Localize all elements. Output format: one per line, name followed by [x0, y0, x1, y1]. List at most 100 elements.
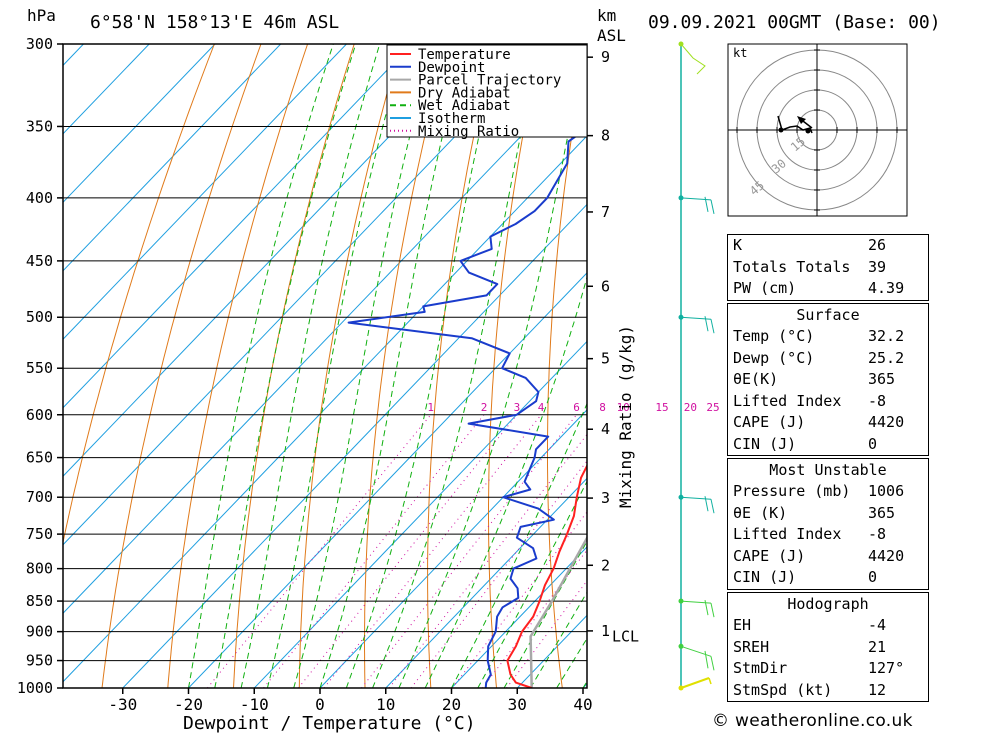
isotherm-line	[122, 203, 587, 688]
temperature-tick-label: 40	[573, 695, 592, 714]
wet-adiabat-line	[398, 44, 587, 688]
stat-label: CAPE (J)	[733, 546, 806, 565]
mixing-ratio-label: 6	[573, 401, 580, 414]
height-unit-km: km	[597, 6, 616, 25]
stat-label: θE(K)	[733, 370, 779, 388]
stat-value: 365	[868, 370, 896, 388]
temperature-tick-label: 0	[315, 695, 325, 714]
pressure-tick-label: 450	[26, 252, 53, 270]
legend-label: Dry Adiabat	[418, 85, 511, 101]
most-unstable-title: Most Unstable	[769, 461, 887, 479]
temperature-tick-label: 20	[442, 695, 461, 714]
stat-row: θE(K) 365	[728, 369, 928, 391]
wet-adiabat-line	[451, 402, 587, 688]
stat-value: 32.2	[868, 327, 905, 345]
legend-label: Parcel Trajectory	[418, 73, 561, 89]
stat-label: Lifted Index	[733, 391, 842, 410]
wind-barb	[680, 43, 706, 75]
mixing-ratio-line	[361, 414, 577, 688]
pressure-unit: hPa	[27, 6, 56, 25]
pressure-tick-label: 850	[26, 592, 53, 610]
stat-row: Lifted Index -8	[728, 391, 928, 413]
legend-label: Temperature	[418, 47, 511, 63]
hodograph-point	[805, 128, 811, 134]
stat-row: Totals Totals 39	[728, 257, 928, 279]
stat-value: 21	[868, 637, 887, 656]
pressure-tick-label: 400	[26, 189, 53, 207]
isotherm-line	[451, 546, 587, 688]
stat-value: 365	[868, 503, 896, 522]
mixing-ratio-label: 25	[706, 401, 719, 414]
temperature-tick-label: -10	[240, 695, 269, 714]
temperature-tick-label: 30	[508, 695, 527, 714]
hodograph-unit: kt	[733, 46, 747, 60]
stat-row: StmDir 127°	[728, 658, 928, 680]
wind-barb	[680, 600, 712, 604]
stat-label: StmDir	[733, 659, 788, 677]
pressure-tick-label: 500	[26, 308, 53, 326]
hodograph-title: Hodograph	[787, 595, 869, 613]
legend-label: Dewpoint	[418, 60, 485, 76]
dry-adiabat-line	[233, 44, 355, 688]
height-unit-asl: ASL	[597, 26, 626, 45]
stat-row: SREH 21	[728, 637, 928, 659]
dry-adiabat-line	[660, 44, 694, 688]
stat-row: CAPE (J) 4420	[728, 546, 928, 568]
pressure-tick-label: 650	[26, 449, 53, 467]
stat-label: PW (cm)	[733, 279, 797, 297]
mixing-ratio-label: 3	[514, 401, 521, 414]
stat-label: θE (K)	[733, 503, 788, 522]
stat-label: CIN (J)	[733, 434, 797, 453]
height-tick-label: 7	[601, 203, 610, 221]
wind-barb	[680, 645, 712, 657]
height-tick-label: 5	[601, 350, 610, 368]
mixing-ratio-line	[323, 414, 542, 688]
credit-link[interactable]: © weatheronline.co.uk	[712, 711, 913, 731]
isotherm-line	[63, 44, 282, 272]
stat-label: Pressure (mb)	[733, 482, 851, 500]
pressure-tick-label: 700	[26, 488, 53, 506]
stat-value: 127°	[868, 659, 905, 677]
mixing-ratio-line	[298, 414, 518, 688]
stat-row: Temp (°C) 32.2	[728, 326, 928, 348]
pressure-tick-label: 350	[26, 118, 53, 136]
wind-barb	[704, 496, 709, 512]
dry-adiabat-line	[101, 44, 262, 688]
stat-row: CAPE (J) 4420	[728, 412, 928, 434]
wind-barb	[704, 196, 709, 212]
wind-barb	[680, 496, 712, 500]
stat-label: Totals Totals	[733, 257, 851, 276]
height-tick-label: 6	[601, 277, 610, 295]
isotherm-line	[319, 409, 587, 688]
isotherm-line	[63, 44, 347, 341]
mixing-ratio-label: 10	[617, 401, 630, 414]
height-tick-label: 1	[601, 622, 610, 640]
wet-adiabat-line	[345, 44, 501, 688]
wind-barb	[710, 656, 715, 671]
mixing-ratio-label: 20	[684, 401, 697, 414]
dry-adiabat-line	[427, 44, 495, 688]
temperature-tick-label: 10	[376, 695, 395, 714]
stat-value: 26	[868, 236, 887, 254]
dry-adiabat-line	[167, 44, 309, 688]
wet-adiabat-line	[188, 44, 334, 688]
mixing-ratio-label: 8	[599, 401, 606, 414]
x-axis-label: Dewpoint / Temperature (°C)	[183, 713, 476, 733]
stat-value: 0	[868, 568, 878, 586]
stat-row: θE (K) 365	[728, 503, 928, 525]
height-tick-label: 8	[601, 127, 610, 145]
dry-adiabat-line	[960, 44, 1000, 688]
isotherm-line	[188, 272, 587, 688]
wind-level-dot	[678, 643, 684, 649]
mixing-ratio-line	[207, 414, 432, 688]
pressure-tick-label: 300	[26, 35, 53, 53]
mixing-ratio-label: 4	[538, 401, 545, 414]
stat-row: Dewp (°C) 25.2	[728, 348, 928, 370]
wind-barb	[704, 600, 709, 616]
temperature-line	[506, 463, 587, 688]
stat-row: CIN (J) 0	[728, 434, 928, 456]
stat-value: 25.2	[868, 348, 905, 367]
isotherm-line	[253, 340, 587, 688]
pressure-tick-label: 600	[26, 406, 53, 424]
pressure-tick-label: 800	[26, 560, 53, 578]
